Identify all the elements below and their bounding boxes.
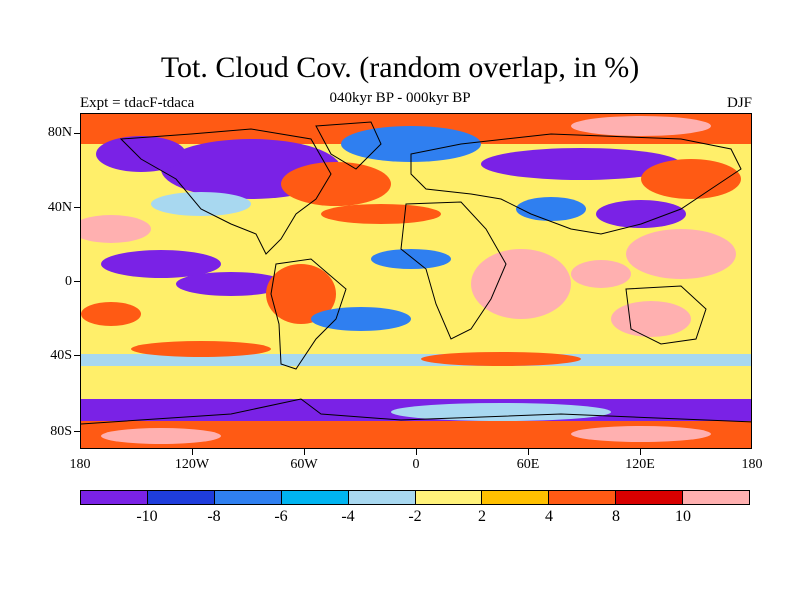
greenland-outline [315,121,382,170]
lat-label-0: 0 [65,274,72,289]
colorbar-swatch [415,491,483,504]
lat-tick [74,281,80,282]
field-patch [321,204,441,224]
experiment-label: Expt = tdacF-tdaca [80,95,195,111]
field-patch [176,272,286,296]
lon-tick [640,449,641,455]
lon-label-180e: 180 [741,457,763,472]
lat-label-40s: 40S [50,348,72,363]
field-patch [341,126,481,162]
lon-tick [192,449,193,455]
colorbar-swatch [482,491,550,504]
field-patch [571,116,711,136]
field-patch [101,250,221,278]
field-patch [131,341,271,357]
africa-outline [400,201,507,340]
field-patch [81,215,151,243]
lon-tick [304,449,305,455]
season-label: DJF [726,95,752,111]
south-america-outline [270,258,347,370]
colorbar-label: -2 [408,508,422,525]
lat-tick [74,133,80,134]
lon-tick [528,449,529,455]
field-patch [371,249,451,269]
colorbar-label: 2 [478,508,486,525]
plot-subtitle: 040kyr BP - 000kyr BP [329,90,471,106]
eurasia-outline [410,133,742,235]
colorbar-label: -6 [274,508,288,525]
colorbar-swatch [81,491,148,504]
lat-tick [74,431,80,432]
field-patch [391,403,611,421]
field-south-mid-band [81,354,751,366]
colorbar-swatch [214,491,282,504]
field-patch [571,260,631,288]
colorbar [80,490,750,505]
field-patch [101,428,221,444]
lat-tick [74,207,80,208]
colorbar-swatch [549,491,617,504]
lat-tick [74,355,80,356]
colorbar-label: 8 [612,508,620,525]
colorbar-label: 4 [545,508,553,525]
colorbar-swatch [281,491,349,504]
north-america-outline [119,128,332,255]
field-patch [96,136,186,172]
field-patch [641,159,741,199]
field-patch [611,301,691,337]
colorbar-swatch [616,491,684,504]
colorbar-label: -8 [207,508,221,525]
lat-label-80n: 80N [47,125,72,140]
colorbar-label: 10 [675,508,691,525]
field-patch [81,302,141,326]
lon-label-60e: 60E [516,457,540,472]
colorbar-swatch [348,491,416,504]
colorbar-swatch [683,491,750,504]
field-patch [571,426,711,442]
field-patch [266,264,336,324]
field-patch [281,162,391,206]
field-patch [421,352,581,366]
lat-label-80s: 80S [50,424,72,439]
lon-label-180w: 180 [69,457,91,472]
colorbar-label: -10 [136,508,158,525]
colorbar-label: -4 [341,508,355,525]
lat-label-40n: 40N [47,200,72,215]
field-patch [516,197,586,221]
coastlines [81,121,751,425]
plot-title: Tot. Cloud Cov. (random overlap, in %) [160,51,640,84]
map-plot-area [80,113,752,449]
antarctica-outline [81,398,751,425]
field-patch [151,192,251,216]
field-patch [626,229,736,279]
lon-label-60w: 60W [290,457,318,472]
colorbar-swatch [147,491,215,504]
field-patch [596,200,686,228]
cloud-cover-field [81,114,751,448]
lon-tick [416,449,417,455]
field-patch [311,307,411,331]
lon-label-120w: 120W [174,457,210,472]
lon-label-0: 0 [412,457,420,472]
lon-label-120e: 120E [625,457,655,472]
field-patch [481,148,681,180]
australia-outline [625,285,707,345]
field-patch [471,249,571,319]
